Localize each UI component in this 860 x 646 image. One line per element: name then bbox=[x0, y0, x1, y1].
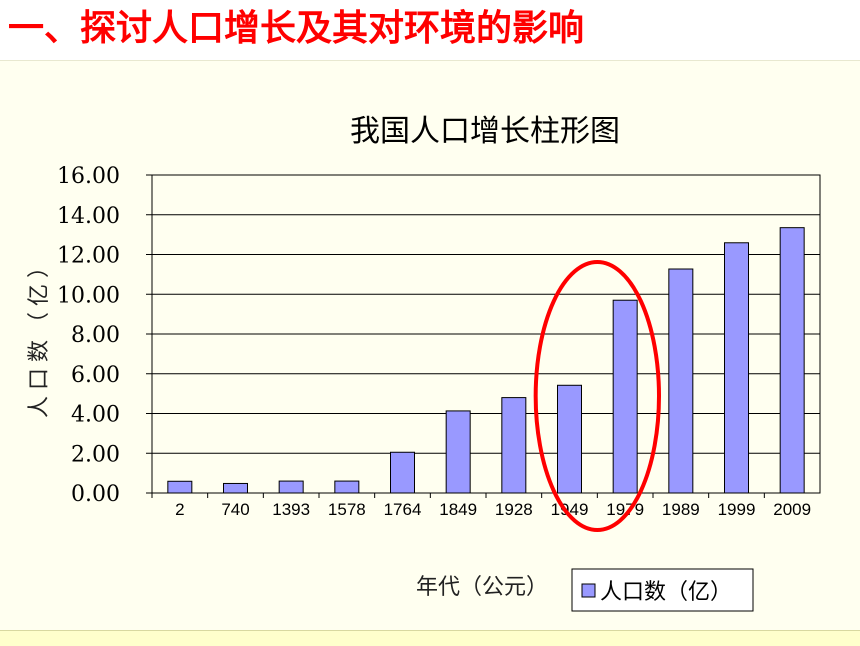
bar-1849 bbox=[445, 410, 471, 494]
legend-label: 人口数（亿） bbox=[600, 580, 732, 605]
y-tick-label: 4.00 bbox=[71, 403, 120, 428]
x-tick-label: 740 bbox=[221, 500, 249, 519]
y-tick-label: 6.00 bbox=[71, 363, 120, 388]
x-tick-label: 1764 bbox=[384, 500, 422, 519]
legend-box bbox=[571, 568, 754, 612]
y-tick-label: 16.00 bbox=[57, 164, 120, 189]
y-tick-label: 14.00 bbox=[57, 204, 120, 229]
y-tick-label: 12.00 bbox=[57, 244, 120, 269]
bar-1393 bbox=[278, 480, 304, 494]
y-axis-label: 人口数（亿） bbox=[27, 250, 52, 418]
x-tick-label: 2009 bbox=[773, 500, 811, 519]
bar-2009 bbox=[779, 227, 805, 494]
y-tick-label: 2.00 bbox=[71, 442, 120, 467]
y-tick-label: 0.00 bbox=[71, 482, 120, 507]
bar-1999 bbox=[724, 242, 749, 494]
x-tick-label: 1393 bbox=[272, 500, 310, 519]
x-tick-label: 1989 bbox=[662, 500, 700, 519]
bottom-strip bbox=[0, 630, 860, 646]
bar-740 bbox=[223, 482, 248, 494]
y-tick-label: 8.00 bbox=[71, 323, 120, 348]
highlight-ellipse bbox=[533, 260, 661, 532]
chart-panel bbox=[0, 60, 860, 631]
bar-2 bbox=[167, 480, 193, 494]
x-tick-label: 1928 bbox=[495, 500, 533, 519]
x-axis-label: 年代（公元） bbox=[416, 575, 548, 600]
x-axis-ticks: 2 740 1393 1578 1764 1849 1928 1949 1979 1989 1999… bbox=[151, 493, 811, 519]
legend: 人口数（亿） bbox=[571, 568, 754, 612]
bar-1928 bbox=[501, 397, 527, 494]
slide-title: 一、探讨人口增长及其对环境的影响 bbox=[8, 8, 585, 49]
chart-title: 我国人口增长柱形图 bbox=[350, 114, 620, 149]
bar-1979 bbox=[612, 299, 638, 494]
x-tick-label: 1999 bbox=[718, 500, 756, 519]
x-tick-label: 1578 bbox=[328, 500, 366, 519]
legend-swatch bbox=[581, 583, 596, 598]
grid-lines bbox=[152, 214, 820, 454]
y-axis-ticks: 0.00 2.00 4.00 6.00 8.00 10.00 12.00 14.00 16.00 bbox=[57, 164, 152, 507]
bar-1764 bbox=[390, 451, 415, 494]
x-tick-label: 1849 bbox=[439, 500, 477, 519]
y-tick-label: 10.00 bbox=[57, 283, 120, 308]
bar-1989 bbox=[668, 268, 694, 494]
x-tick-label: 2 bbox=[175, 500, 184, 519]
bars bbox=[167, 227, 805, 494]
bar-1578 bbox=[334, 480, 360, 494]
bar-1949 bbox=[557, 384, 582, 494]
